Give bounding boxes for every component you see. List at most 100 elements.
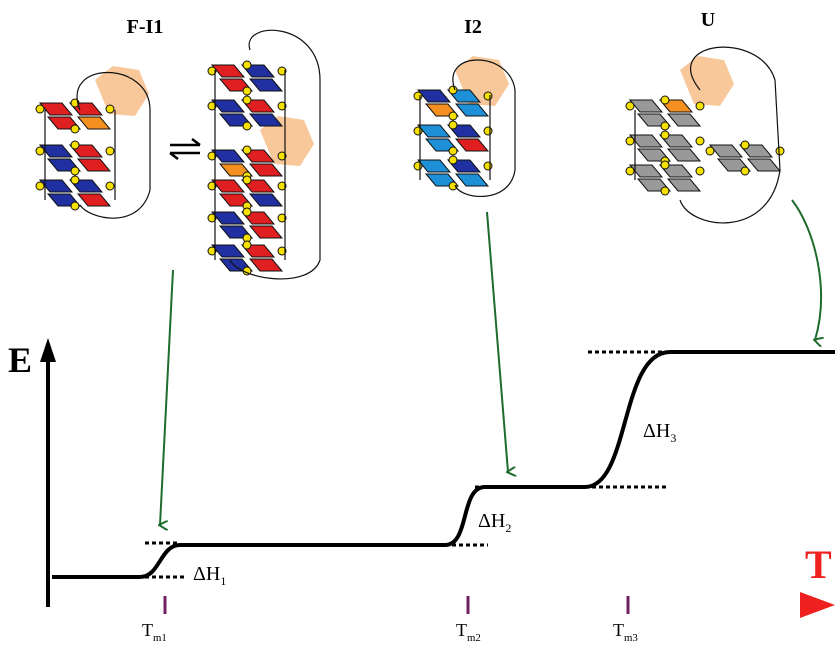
phosphate [105, 146, 115, 156]
tile [210, 179, 246, 193]
phosphate [413, 126, 423, 136]
sub-label: ΔH2 [478, 510, 511, 535]
tile [210, 149, 246, 163]
phosphate [277, 213, 287, 223]
tile [416, 124, 452, 138]
tile [416, 89, 452, 103]
backbone [419, 59, 516, 198]
tile [248, 163, 284, 177]
phosphate [277, 181, 287, 191]
tile [76, 116, 112, 130]
tile [628, 164, 664, 178]
label-sub: 1 [220, 574, 226, 588]
tile [628, 99, 664, 113]
sub-label: Tm2 [456, 620, 481, 644]
phosphate [660, 130, 670, 140]
tile [210, 244, 246, 258]
phosphate [705, 146, 715, 156]
phosphate [242, 86, 252, 96]
phosphate [277, 66, 287, 76]
tile [416, 159, 452, 173]
phosphate [242, 121, 252, 131]
label-main: T [456, 620, 467, 640]
phosphate [448, 111, 458, 121]
energy-curve [52, 350, 835, 579]
phosphate [625, 101, 635, 111]
phosphate [105, 104, 115, 114]
ligand [680, 56, 734, 106]
phosphate [695, 166, 705, 176]
phosphate [448, 120, 458, 130]
ligand [260, 116, 314, 166]
phosphate [242, 240, 252, 250]
y-axis-label: E [8, 340, 32, 380]
phosphate [740, 140, 750, 150]
label-main: T [142, 620, 153, 640]
structure-label: I2 [464, 16, 482, 38]
sub-label: Tm1 [142, 620, 167, 644]
tile [454, 173, 490, 187]
phosphate [70, 166, 80, 176]
phosphate [70, 201, 80, 211]
tile [666, 178, 702, 192]
phosphate [35, 104, 45, 114]
tile [210, 64, 246, 78]
tile [454, 138, 490, 152]
phosphate [207, 66, 217, 76]
phosphate [35, 181, 45, 191]
phosphate [448, 146, 458, 156]
phosphate [277, 246, 287, 256]
phosphate [448, 85, 458, 95]
phosphate [660, 95, 670, 105]
phosphate [448, 181, 458, 191]
sub-label: ΔH3 [643, 420, 676, 445]
axes [40, 338, 835, 618]
phosphate [625, 136, 635, 146]
phosphate [277, 151, 287, 161]
ligand [95, 66, 149, 116]
tile [708, 144, 744, 158]
phosphate [660, 160, 670, 170]
phosphate [207, 246, 217, 256]
phosphate [695, 136, 705, 146]
phosphate [242, 207, 252, 217]
equilibrium-arrows [169, 138, 201, 160]
phosphate [483, 91, 493, 101]
backbone [214, 29, 321, 280]
phosphate [70, 175, 80, 185]
tile [210, 99, 246, 113]
phosphate [207, 181, 217, 191]
tile [76, 158, 112, 172]
sub-label: Tm3 [613, 620, 638, 644]
tile [76, 193, 112, 207]
tile [666, 113, 702, 127]
structure-label: F-I1 [127, 16, 164, 38]
phosphate [35, 146, 45, 156]
label-main: ΔH [643, 420, 670, 442]
tile [38, 144, 74, 158]
phosphate [695, 101, 705, 111]
tile [210, 211, 246, 225]
phosphate [775, 146, 785, 156]
structure-label: U [701, 9, 715, 31]
phosphate [242, 145, 252, 155]
tile [38, 102, 74, 116]
label-main: ΔH [193, 563, 220, 585]
tile [248, 113, 284, 127]
green-arrows [160, 199, 821, 525]
phosphate [242, 60, 252, 70]
tile [248, 258, 284, 272]
label-sub: m3 [624, 632, 638, 644]
phosphate [70, 124, 80, 134]
tile [666, 148, 702, 162]
phosphate [660, 121, 670, 131]
phosphate [277, 101, 287, 111]
phosphate [740, 166, 750, 176]
label-sub: 2 [505, 521, 511, 535]
label-sub: 3 [670, 431, 676, 445]
structures [35, 29, 785, 280]
tile [248, 225, 284, 239]
backbone [44, 71, 151, 219]
